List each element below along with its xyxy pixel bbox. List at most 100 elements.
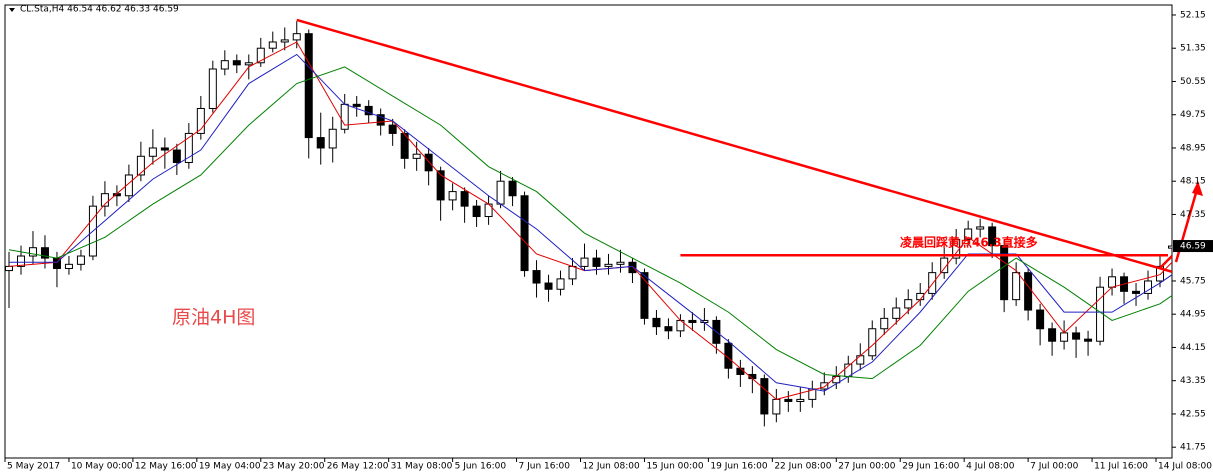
candle-body: [532, 270, 541, 284]
y-tick-label: 50.55: [1180, 77, 1206, 87]
candle-body: [160, 147, 169, 151]
x-tick-label: 12 Jun 08:00: [583, 462, 640, 472]
y-tick-label: 47.35: [1180, 210, 1206, 220]
candle-body: [988, 226, 997, 247]
trend-line: [296, 18, 1172, 274]
x-tick-label: 12 May 16:00: [135, 462, 197, 472]
candle-body: [364, 105, 373, 116]
candle-body: [592, 257, 601, 267]
candle-body: [1168, 245, 1172, 249]
candle-body: [892, 307, 901, 319]
y-tick-label: 44.95: [1180, 310, 1206, 320]
x-tick-label: 29 Jun 16:00: [902, 462, 959, 472]
moving-average: [8, 66, 1172, 380]
candle-body: [928, 272, 937, 294]
x-tick-label: 27 Jun 00:00: [838, 462, 895, 472]
candle-body: [520, 195, 529, 272]
candle-body: [328, 128, 337, 149]
candle-body: [880, 317, 889, 330]
candle-body: [1024, 272, 1033, 311]
candle-body: [772, 398, 781, 415]
candle-body: [436, 170, 445, 201]
candle-body: [796, 398, 805, 402]
y-tick-label: 43.35: [1180, 376, 1206, 386]
x-tick-label: 5 May 2017: [7, 462, 60, 472]
plot-area: [5, 18, 1172, 427]
candle-body: [760, 378, 769, 415]
y-tick-label: 51.35: [1180, 44, 1206, 54]
candle-body: [904, 299, 913, 309]
candle-body: [1084, 338, 1093, 342]
candle-body: [820, 382, 829, 390]
candle-body: [856, 355, 865, 365]
candle-body: [256, 47, 265, 64]
candle-body: [220, 60, 229, 70]
candle-body: [280, 39, 289, 43]
y-tick-label: 52.15: [1180, 10, 1206, 20]
candle-body: [196, 107, 205, 134]
candle-body: [1036, 309, 1045, 330]
x-tick-label: 26 May 12:00: [327, 462, 389, 472]
candle-body: [424, 153, 433, 172]
annotation: 凌晨回踩黄点46.3直接多: [900, 235, 1038, 250]
candle-body: [316, 137, 325, 149]
candle-body: [664, 326, 673, 332]
x-tick-label: 19 Jun 16:00: [710, 462, 767, 472]
candle-body: [628, 261, 637, 274]
candle-body: [268, 41, 277, 49]
candle-body: [16, 255, 25, 267]
candle-body: [1000, 245, 1009, 301]
x-tick-label: 19 May 04:00: [199, 462, 261, 472]
candle-body: [736, 367, 745, 375]
candle-body: [136, 155, 145, 176]
candle-body: [1132, 290, 1141, 294]
candle-body: [172, 149, 181, 164]
candle-body: [1060, 332, 1069, 342]
candle-body: [244, 62, 253, 66]
price-label: 46.59: [1180, 242, 1206, 252]
y-tick-label: 49.75: [1180, 110, 1206, 120]
candle-body: [544, 282, 553, 290]
candle-body: [400, 132, 409, 159]
candle-body: [148, 147, 157, 157]
candle-body: [940, 257, 949, 274]
y-tick-label: 41.75: [1180, 443, 1206, 453]
x-tick-label: 31 May 08:00: [391, 462, 453, 472]
candle-body: [64, 263, 73, 269]
candle-body: [604, 263, 613, 267]
candle-body: [568, 265, 577, 280]
candle-body: [688, 319, 697, 324]
y-tick-label: 44.15: [1180, 343, 1206, 353]
x-tick-label: 14 Jul 08:00: [1158, 462, 1212, 472]
chart-title: CL.Sta,H4 46.54 46.62 46.33 46.59: [20, 5, 179, 15]
price-box: [1173, 240, 1213, 253]
y-tick-label: 45.75: [1180, 276, 1206, 286]
menu-icon: [9, 8, 15, 12]
x-tick-label: 23 May 20:00: [263, 462, 325, 472]
candle-body: [1144, 280, 1153, 294]
y-tick-label: 48.15: [1180, 177, 1206, 187]
x-tick-label: 5 Jun 16:00: [455, 462, 507, 472]
candle-body: [1108, 276, 1117, 288]
candle-body: [1072, 332, 1081, 340]
plot-frame: [4, 4, 1173, 459]
candle-body: [616, 261, 625, 265]
candle-body: [460, 191, 469, 207]
candle-body: [376, 114, 385, 126]
candle-body: [556, 278, 565, 290]
candle-body: [964, 228, 973, 240]
candle-body: [784, 398, 793, 402]
candle-body: [724, 342, 733, 369]
candle-body: [232, 60, 241, 66]
candle-body: [388, 124, 397, 134]
candle-body: [868, 328, 877, 357]
x-tick-label: 10 May 00:00: [71, 462, 133, 472]
y-tick-label: 42.55: [1180, 409, 1206, 419]
x-tick-label: 7 Jun 16:00: [519, 462, 571, 472]
annotation: 原油4H图: [172, 307, 255, 329]
candle-body: [124, 174, 133, 197]
candle-body: [40, 247, 49, 259]
y-tick-label: 48.95: [1180, 143, 1206, 153]
candle-body: [580, 257, 589, 267]
